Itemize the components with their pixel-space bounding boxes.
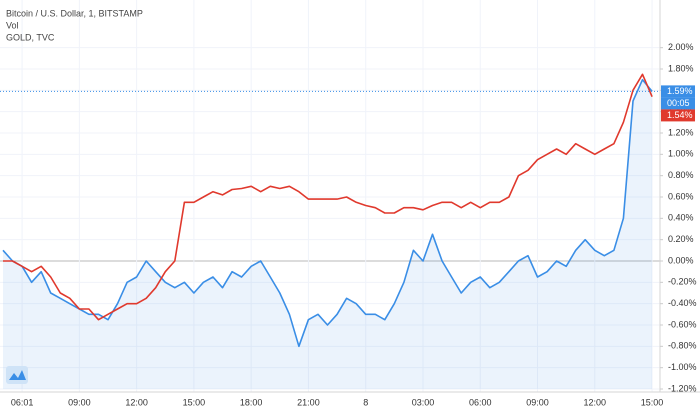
x-tick-label: 15:00 [183, 397, 206, 407]
countdown-box [661, 97, 695, 110]
y-tick-label: -0.40% [668, 298, 697, 308]
legend-entry: Bitcoin / U.S. Dollar, 1, BITSTAMP [6, 8, 143, 18]
y-tick-label: 0.60% [668, 191, 694, 201]
y-tick-label: -0.60% [668, 319, 697, 329]
price-label-box [661, 85, 695, 98]
y-tick-label: -1.00% [668, 362, 697, 372]
y-tick-label: -0.80% [668, 341, 697, 351]
x-tick-label: 06:01 [11, 397, 34, 407]
logo-shape [9, 370, 26, 380]
y-tick-label: -0.20% [668, 277, 697, 287]
line [3, 73, 653, 321]
price-label-box [661, 109, 695, 122]
x-tick-label: 15:00 [641, 397, 664, 407]
plot [0, 0, 660, 392]
legend-entry: Vol [6, 20, 19, 30]
x-tick-label: 21:00 [297, 397, 320, 407]
x-tick-label: 09:00 [68, 397, 91, 407]
x-tick-label: 12:00 [125, 397, 148, 407]
y-tick-label: 1.80% [668, 63, 694, 73]
x-tick-label: 06:00 [469, 397, 492, 407]
legend-entry: GOLD, TVC [6, 32, 55, 42]
x-tick-label: 09:00 [526, 397, 549, 407]
y-tick-label: -1.20% [668, 383, 697, 393]
y-tick-label: 2.00% [668, 42, 694, 52]
price-label: 1.59% [667, 86, 693, 96]
y-tick-label: 0.40% [668, 213, 694, 223]
y-tick-label: 0.80% [668, 170, 694, 180]
area [3, 79, 653, 389]
y-tick-label: 1.00% [668, 149, 694, 159]
price-label: 1.54% [667, 110, 693, 120]
countdown: 00:05 [667, 98, 690, 108]
y-tick-label: 0.00% [668, 255, 694, 265]
x-tick-label: 12:00 [584, 397, 607, 407]
y-tick-label: 0.20% [668, 234, 694, 244]
x-tick-label: 18:00 [240, 397, 263, 407]
x-tick-label: 03:00 [412, 397, 435, 407]
line [2, 78, 653, 348]
logo-box [6, 366, 28, 384]
y-tick-label: 1.20% [668, 127, 694, 137]
x-tick-label: 8 [363, 397, 368, 407]
logo [6, 366, 28, 384]
